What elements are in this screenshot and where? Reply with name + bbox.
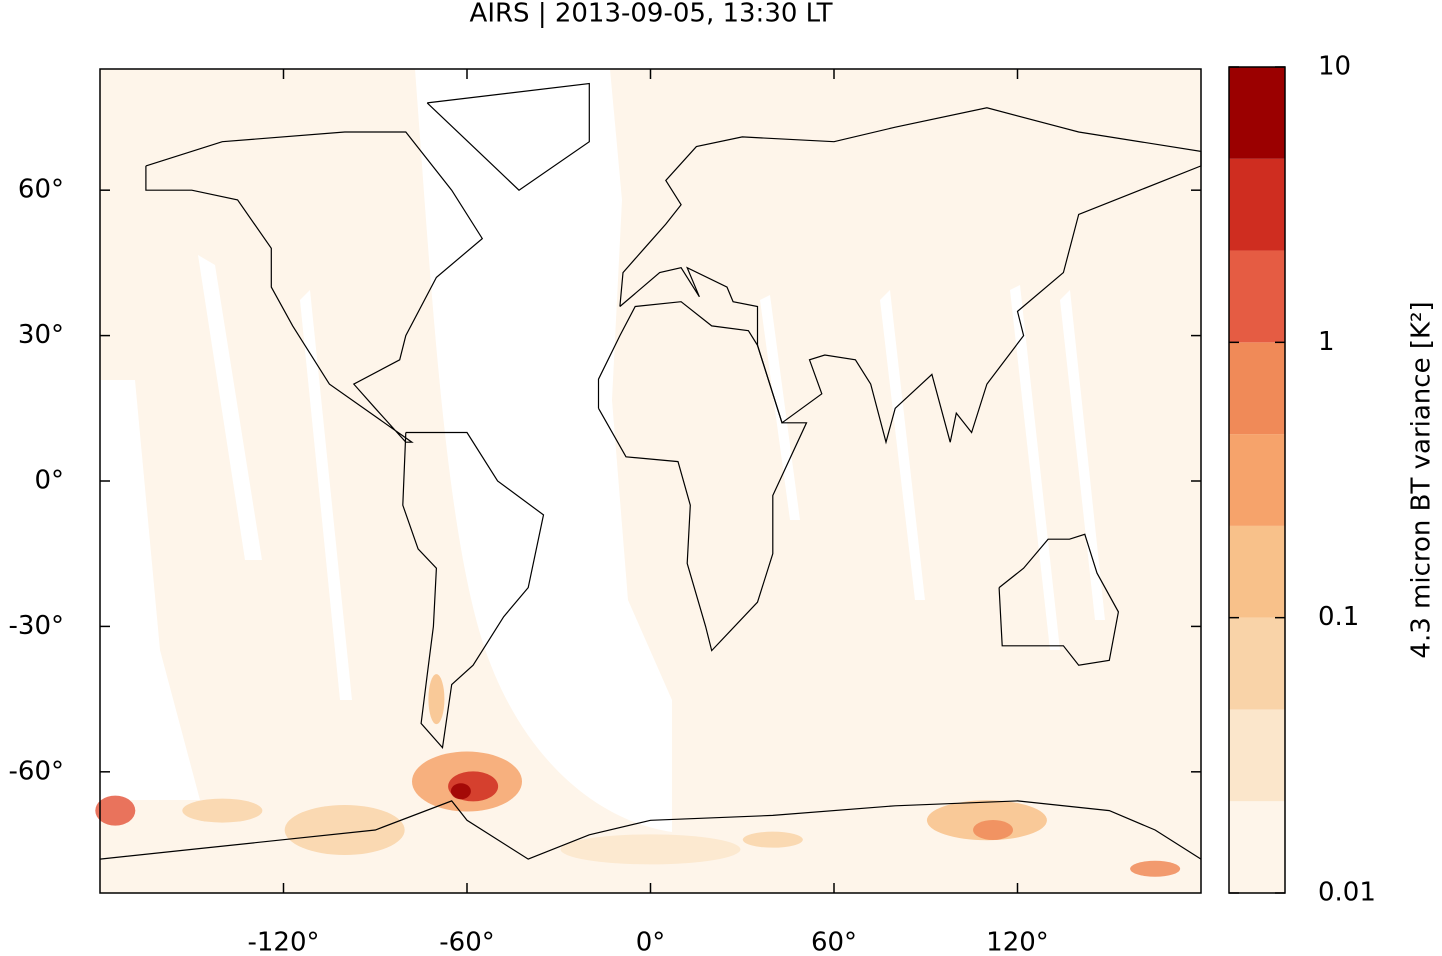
y-tick-label: 30° [18,320,64,350]
data-gap [300,290,352,700]
colorbar-band [1229,801,1285,893]
coastline [597,301,808,652]
variance-patch [428,674,445,725]
variance-patch [95,795,136,826]
variance-patch [742,831,803,848]
data-gap [415,69,672,832]
x-tick-label: -120° [247,928,319,956]
data-gap [100,380,200,800]
variance-patch [926,800,1047,841]
colorbar-tick-label: 10 [1318,52,1351,82]
colorbar-tick-label: 0.1 [1318,602,1359,632]
map [95,69,1202,893]
variance-patch [450,783,471,800]
colorbar-band [1229,525,1285,618]
coastline [619,107,1202,445]
data-gap [1010,285,1060,650]
colorbar-frame [1228,66,1286,894]
y-tick-label: 60° [18,175,64,205]
colorbar-band [1229,158,1285,251]
data-gap [198,255,262,560]
y-tick-label: -60° [9,756,64,786]
data-gap [760,295,800,520]
colorbar-band [1229,709,1285,802]
x-tick-label: 120° [986,928,1049,956]
variance-patch [1130,860,1181,877]
colorbar-band [1229,617,1285,710]
colorbar-label: 4.3 micron BT variance [K²] [1407,301,1437,658]
x-tick-label: 60° [811,928,857,956]
data-gap [1060,290,1105,620]
y-tick-label: -30° [9,611,64,641]
variance-patch [284,804,405,855]
colorbar-band [1229,67,1285,159]
coastline [426,82,590,191]
coastline [145,131,484,443]
colorbar-band [1229,342,1285,435]
x-tick-label: -60° [439,928,494,956]
colorbar-band [1229,250,1285,343]
colorbar-band [1229,434,1285,526]
colorbar-tick-label: 0.01 [1318,878,1376,908]
coastline [99,800,1202,860]
chart-title: AIRS | 2013-09-05, 13:30 LT [470,0,833,29]
data-gap [880,290,925,600]
colorbar-tick-label: 1 [1318,327,1335,357]
y-tick-label: 0° [34,466,64,496]
coastline [998,533,1120,666]
variance-patch [182,798,263,823]
variance-patch [560,834,741,865]
coastline [402,431,545,749]
variance-patch [973,819,1014,840]
x-tick-label: 0° [636,928,666,956]
